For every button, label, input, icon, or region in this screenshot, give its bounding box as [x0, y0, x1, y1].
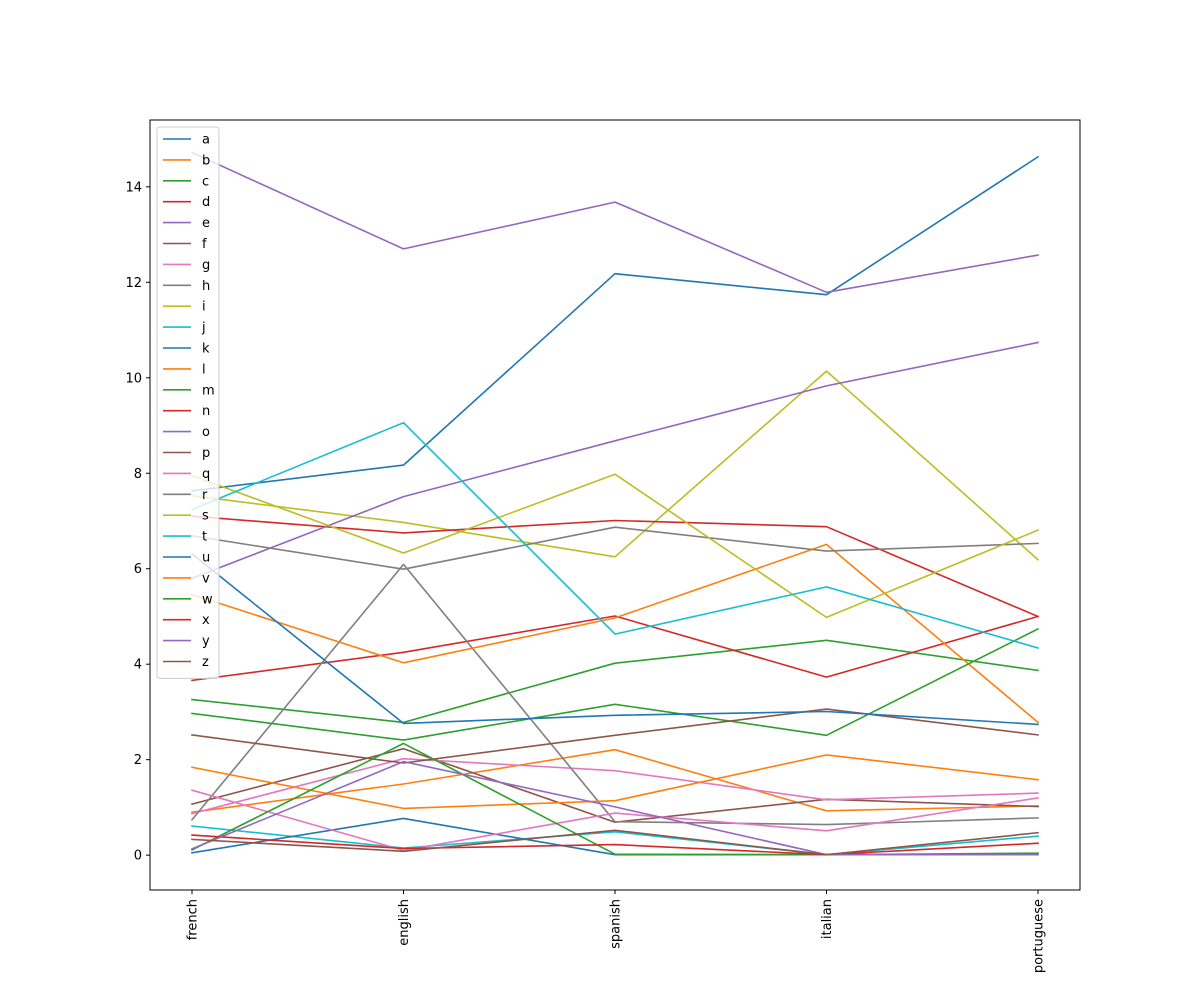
series-line-c	[191, 639, 1039, 724]
legend-label-x: x	[202, 613, 210, 628]
legend-label-k: k	[202, 342, 210, 357]
legend-label-l: l	[202, 362, 206, 377]
plot-frame	[149, 119, 1081, 891]
series-line-v	[191, 754, 1039, 810]
y-tick-label: 14	[125, 180, 142, 195]
series-line-l	[190, 543, 1040, 724]
legend-label-c: c	[202, 174, 209, 189]
series-layer	[190, 151, 1040, 856]
legend-label-s: s	[202, 509, 209, 524]
legend-label-r: r	[202, 488, 208, 503]
y-tick-label: 4	[134, 658, 142, 673]
series-line-w	[190, 742, 1039, 856]
series-line-e	[190, 151, 1039, 294]
series-line-r	[191, 526, 1039, 571]
series-line-b	[191, 748, 1039, 814]
legend-label-d: d	[202, 195, 210, 210]
legend-label-v: v	[202, 571, 210, 586]
legend-label-y: y	[202, 634, 210, 649]
x-tick-label: spanish	[609, 899, 624, 949]
series-line-x	[191, 834, 1039, 856]
series-line-t	[190, 421, 1039, 649]
y-axis: 0 2 4 6 8 10 12 14	[125, 180, 150, 864]
legend-label-j: j	[201, 321, 206, 336]
legend-label-m: m	[202, 383, 215, 398]
legend-label-i: i	[202, 300, 206, 315]
legend-label-b: b	[202, 153, 210, 168]
series-line-s	[190, 473, 1040, 619]
y-tick-label: 8	[134, 467, 142, 482]
legend-label-q: q	[202, 467, 210, 482]
series-line-n	[191, 515, 1040, 618]
series-line-h	[190, 563, 1039, 826]
legend-label-t: t	[202, 530, 207, 545]
legend-label-e: e	[202, 216, 210, 231]
legend-label-f: f	[202, 237, 207, 252]
x-tick-label: french	[186, 899, 201, 940]
legend-label-z: z	[202, 655, 209, 670]
series-line-m	[191, 627, 1040, 741]
legend-label-g: g	[202, 258, 210, 273]
y-tick-label: 12	[125, 276, 142, 291]
y-tick-label: 10	[125, 371, 142, 386]
series-line-d	[191, 615, 1039, 682]
y-tick-label: 6	[134, 562, 142, 577]
y-tick-label: 2	[134, 753, 142, 768]
series-line-a	[191, 155, 1040, 492]
legend-label-n: n	[202, 404, 210, 419]
series-line-p	[191, 708, 1039, 764]
x-axis: french english spanish italian portuguese	[186, 890, 1047, 973]
legend-label-a: a	[202, 133, 210, 148]
series-line-g	[191, 757, 1039, 815]
x-tick-label: italian	[820, 899, 835, 939]
series-line-y	[190, 760, 1039, 856]
series-line-k	[191, 817, 1039, 856]
x-tick-label: portuguese	[1032, 899, 1047, 973]
series-line-u	[190, 552, 1039, 726]
legend-label-o: o	[202, 425, 210, 440]
series-line-z	[191, 829, 1039, 856]
series-line-j	[191, 825, 1039, 856]
x-tick-label: english	[397, 899, 412, 946]
series-line-i	[191, 370, 1040, 561]
series-line-o	[190, 341, 1039, 580]
series-line-q	[191, 789, 1039, 852]
legend-label-p: p	[202, 446, 210, 461]
legend-label-w: w	[202, 592, 213, 607]
y-tick-label: 0	[134, 849, 142, 864]
legend-label-u: u	[202, 551, 210, 566]
legend-label-h: h	[202, 279, 210, 294]
